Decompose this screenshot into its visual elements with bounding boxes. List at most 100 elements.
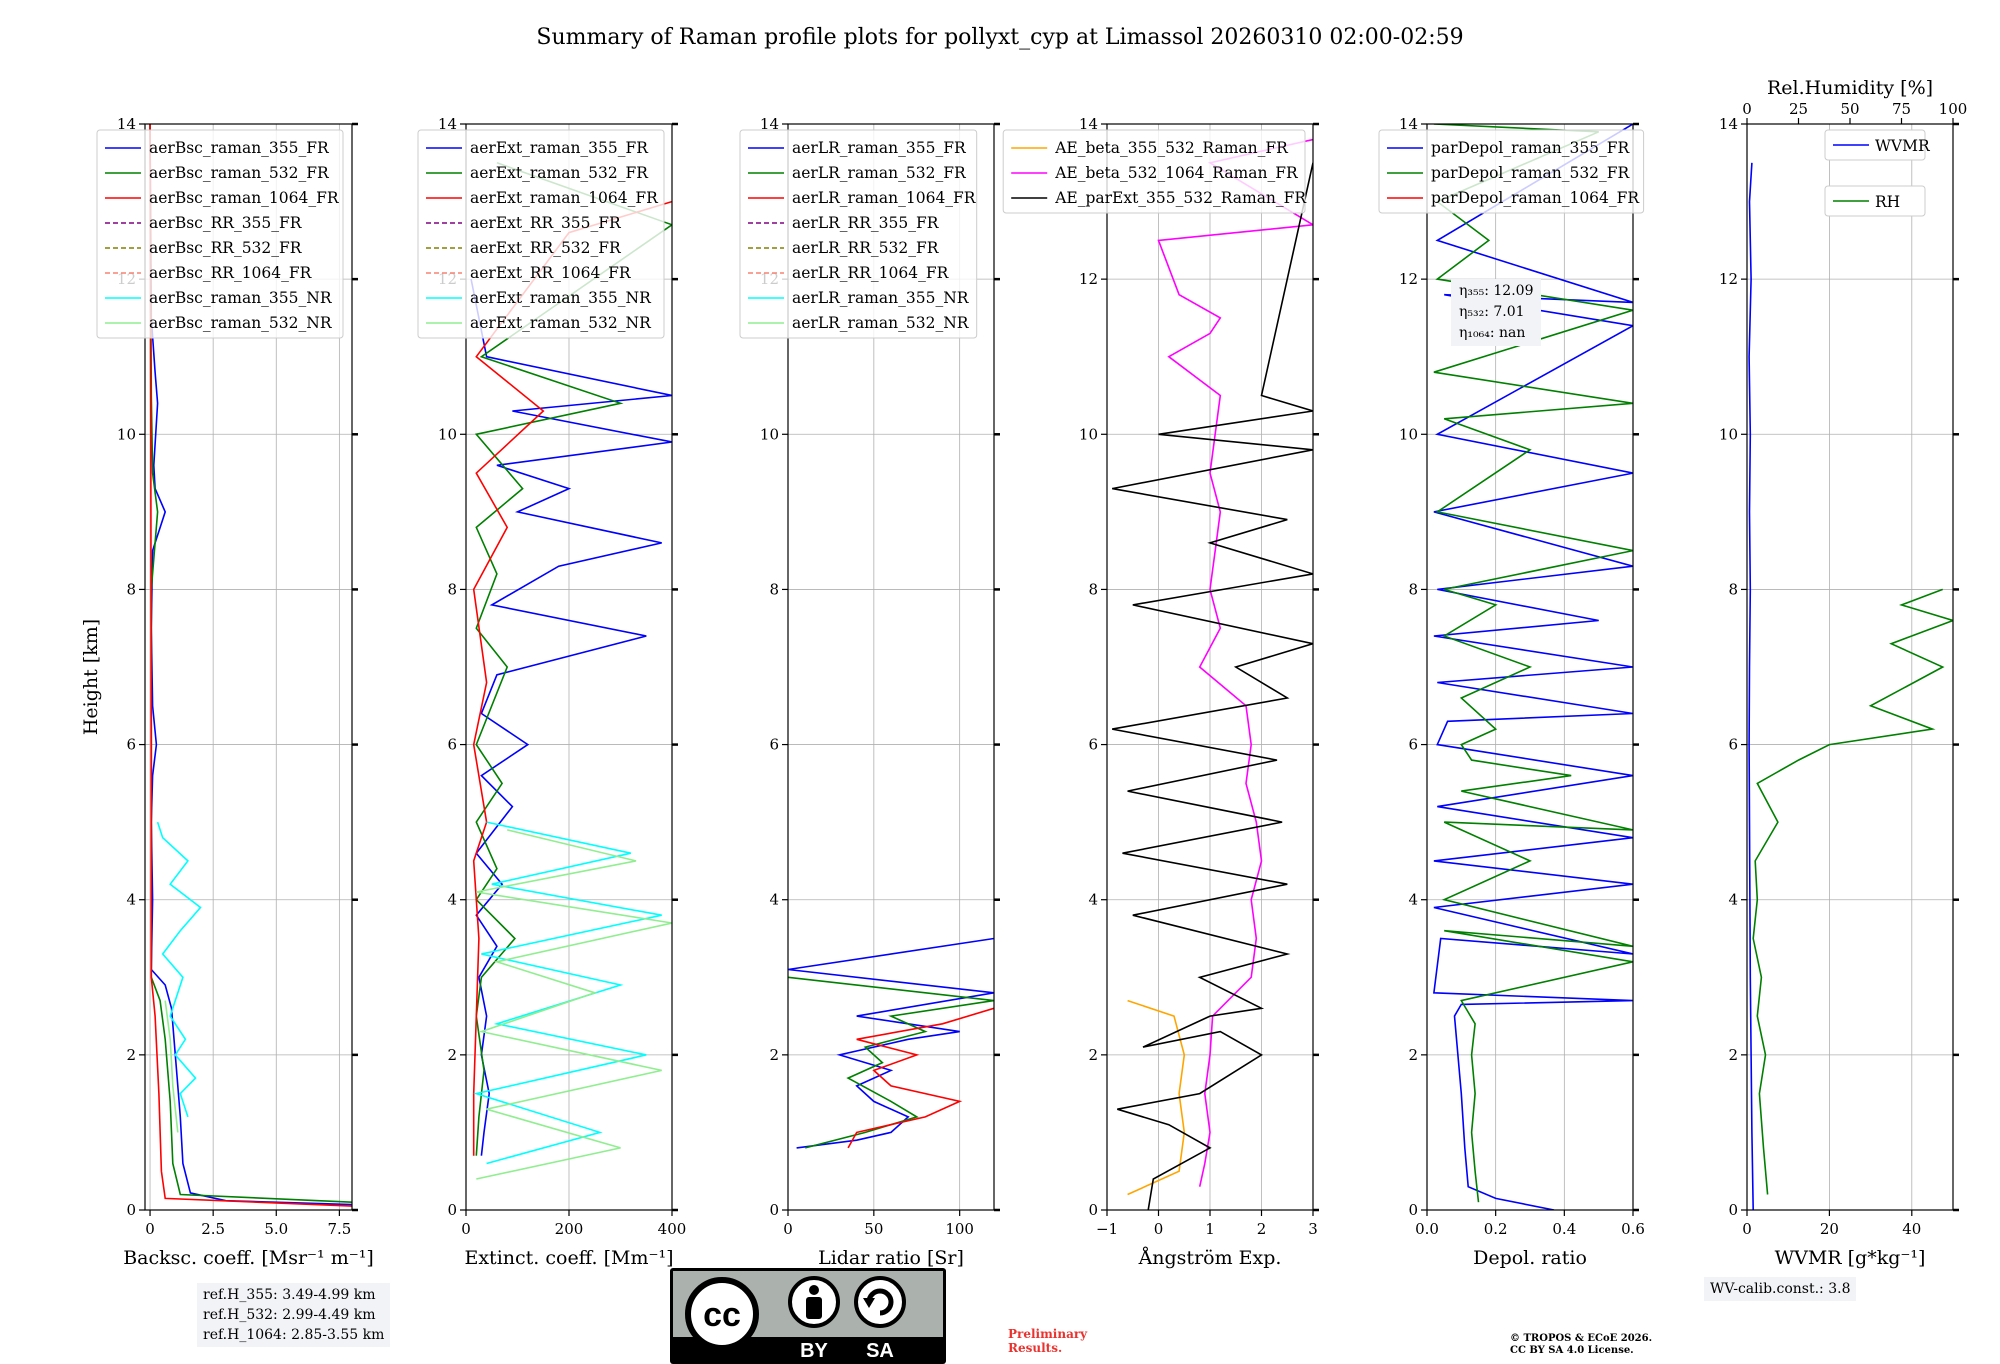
wv-top-xtick-label: 50 bbox=[1840, 100, 1859, 118]
legend-label-AE_parExt_355_532_Raman_FR: AE_parExt_355_532_Raman_FR bbox=[1054, 189, 1307, 207]
legend-label-aerLR_RR_355_FR: aerLR_RR_355_FR bbox=[792, 214, 940, 232]
series-aerLR_raman_1064_FR bbox=[847, 1007, 994, 1149]
eta-1064: η₁₀₆₄: nan bbox=[1459, 325, 1526, 341]
panel-depol: 0 2 4 6 8 10 12 14 0.0 0.2 0.4 0.6 Depol. ratio parDe… bbox=[1378, 115, 1645, 1269]
legend-label-aerLR_raman_355_FR: aerLR_raman_355_FR bbox=[792, 139, 967, 157]
depol-xtick-label: 0.0 bbox=[1415, 1220, 1439, 1238]
wv-axes-frame bbox=[1746, 123, 1954, 1211]
series-AE_beta_355_532_Raman_FR bbox=[1127, 999, 1186, 1196]
bsc-ytick-label: 4 bbox=[126, 891, 136, 909]
bsc-xtick-label: 2.5 bbox=[201, 1220, 225, 1238]
legend-label-aerBsc_raman_532_FR: aerBsc_raman_532_FR bbox=[149, 164, 330, 182]
figure-title: Summary of Raman profile plots for polly… bbox=[536, 25, 1463, 50]
legend-label-AE_beta_532_1064_Raman_FR: AE_beta_532_1064_Raman_FR bbox=[1054, 164, 1299, 182]
ref-height-1064: ref.H_1064: 2.85-3.55 km bbox=[203, 1327, 385, 1343]
depol-xtick-label: 0.2 bbox=[1484, 1220, 1508, 1238]
bsc-ytick-label: 2 bbox=[126, 1046, 136, 1064]
ext-legend bbox=[417, 129, 665, 339]
depol-ytick-label: 2 bbox=[1408, 1046, 1418, 1064]
ext-xtick-label: 200 bbox=[555, 1220, 584, 1238]
legend-label-aerBsc_RR_532_FR: aerBsc_RR_532_FR bbox=[149, 239, 303, 257]
ext-ytick-label: 14 bbox=[438, 115, 457, 133]
wv-ytick-label: 14 bbox=[1719, 115, 1738, 133]
wv-calib-const: WV-calib.const.: 3.8 bbox=[1710, 1281, 1851, 1297]
preliminary-results-note: Preliminary Results. bbox=[1008, 1327, 1088, 1355]
eta-532: η₅₃₂: 7.01 bbox=[1459, 304, 1525, 320]
legend-label-aerExt_raman_355_NR: aerExt_raman_355_NR bbox=[470, 289, 652, 307]
wv-top-xtick-label: 25 bbox=[1789, 100, 1808, 118]
eta-box: η₃₅₅: 12.09 η₅₃₂: 7.01 η₁₀₆₄: nan bbox=[1451, 279, 1542, 346]
legend-label-aerExt_raman_532_FR: aerExt_raman_532_FR bbox=[470, 164, 649, 182]
ae-xlabel: Ångström Exp. bbox=[1138, 1247, 1282, 1269]
wv-ytick-label: 0 bbox=[1728, 1201, 1738, 1219]
lr-ytick-label: 0 bbox=[769, 1201, 779, 1219]
legend-label-aerExt_raman_532_NR: aerExt_raman_532_NR bbox=[470, 314, 652, 332]
legend-label-parDepol_raman_355_FR: parDepol_raman_355_FR bbox=[1431, 139, 1631, 157]
ext-xlabel: Extinct. coeff. [Mm⁻¹] bbox=[464, 1247, 673, 1269]
ref-height-355: ref.H_355: 3.49-4.99 km bbox=[203, 1287, 376, 1303]
cc-logo-text: cc bbox=[703, 1296, 741, 1334]
ext-ytick-label: 10 bbox=[438, 425, 457, 443]
series-parDepol_raman_532_FR bbox=[1433, 124, 1633, 1203]
wv-calib-box: WV-calib.const.: 3.8 bbox=[1704, 1277, 1857, 1301]
series-aerExt_raman_532_NR bbox=[476, 829, 672, 1180]
ae-ytick-label: 0 bbox=[1088, 1201, 1098, 1219]
lr-ytick-label: 2 bbox=[769, 1046, 779, 1064]
legend-label-AE_beta_355_532_Raman_FR: AE_beta_355_532_Raman_FR bbox=[1054, 139, 1289, 157]
legend-label-aerLR_RR_532_FR: aerLR_RR_532_FR bbox=[792, 239, 940, 257]
copyright-line-2: CC BY SA 4.0 License. bbox=[1510, 1345, 1634, 1356]
series-aerLR_raman_355_FR bbox=[788, 937, 994, 1149]
ae-ytick-label: 6 bbox=[1088, 736, 1098, 754]
panel-ext: 024681012140200400Extinct. coeff. [Mm⁻¹]… bbox=[417, 115, 686, 1269]
lr-ytick-label: 8 bbox=[769, 580, 779, 598]
ext-ytick-label: 0 bbox=[447, 1201, 457, 1219]
lr-ytick-label: 4 bbox=[769, 891, 779, 909]
depol-ytick-label: 6 bbox=[1408, 736, 1418, 754]
copyright-note: © TROPOS & ECoE 2026. CC BY SA 4.0 Licen… bbox=[1510, 1333, 1652, 1357]
depol-ytick-label: 14 bbox=[1399, 115, 1418, 133]
legend-box-RH bbox=[1824, 185, 1926, 217]
wv-xlabel: WVMR [g*kg⁻¹] bbox=[1775, 1247, 1926, 1269]
depol-ytick-label: 10 bbox=[1399, 425, 1418, 443]
ext-ytick-label: 4 bbox=[447, 891, 457, 909]
ae-ytick-label: 12 bbox=[1079, 270, 1098, 288]
wv-top-xlabel: Rel.Humidity [%] bbox=[1767, 77, 1933, 99]
cc-logo-icon bbox=[685, 1277, 759, 1351]
lr-axes-frame bbox=[787, 123, 995, 1211]
lr-ytick-label: 14 bbox=[760, 115, 779, 133]
wv-top-xtick-label: 0 bbox=[1742, 100, 1752, 118]
ae-ytick-label: 10 bbox=[1079, 425, 1098, 443]
copyright-line-1: © TROPOS & ECoE 2026. bbox=[1510, 1333, 1653, 1344]
wv-xtick-label: 0 bbox=[1742, 1220, 1752, 1238]
series-aerBsc_raman_1064_FR bbox=[149, 124, 352, 1207]
depol-ytick-label: 0 bbox=[1408, 1201, 1418, 1219]
legend-label-RH: RH bbox=[1875, 193, 1900, 211]
lr-legend bbox=[739, 129, 978, 339]
series-aerExt_raman_1064_FR bbox=[472, 200, 672, 1156]
legend-label-aerLR_RR_1064_FR: aerLR_RR_1064_FR bbox=[792, 264, 950, 282]
legend-label-WVMR: WVMR bbox=[1875, 137, 1931, 155]
legend-label-aerBsc_raman_532_NR: aerBsc_raman_532_NR bbox=[149, 314, 333, 332]
legend-label-aerLR_raman_532_NR: aerLR_raman_532_NR bbox=[792, 314, 970, 332]
sa-share-icon bbox=[854, 1276, 906, 1328]
depol-ytick-label: 8 bbox=[1408, 580, 1418, 598]
depol-xtick-label: 0.6 bbox=[1621, 1220, 1645, 1238]
bsc-ytick-label: 8 bbox=[126, 580, 136, 598]
series-aerLR_raman_532_FR bbox=[788, 976, 994, 1149]
wv-top-xtick-label: 100 bbox=[1939, 100, 1968, 118]
ext-xtick-label: 0 bbox=[461, 1220, 471, 1238]
lr-xlabel: Lidar ratio [Sr] bbox=[818, 1247, 964, 1269]
series-RH bbox=[1752, 588, 1953, 1195]
ext-ytick-label: 8 bbox=[447, 580, 457, 598]
ae-xtick-label: 0 bbox=[1154, 1220, 1164, 1238]
legend-label-aerExt_RR_532_FR: aerExt_RR_532_FR bbox=[470, 239, 622, 257]
legend-label-aerLR_raman_532_FR: aerLR_raman_532_FR bbox=[792, 164, 967, 182]
lr-xtick-label: 0 bbox=[783, 1220, 793, 1238]
depol-ytick-label: 12 bbox=[1399, 270, 1418, 288]
lr-ytick-label: 10 bbox=[760, 425, 779, 443]
series-AE_beta_532_1064_Raman_FR bbox=[1157, 138, 1313, 1187]
series-parDepol_raman_355_FR bbox=[1432, 124, 1633, 1210]
wv-ytick-label: 10 bbox=[1719, 425, 1738, 443]
